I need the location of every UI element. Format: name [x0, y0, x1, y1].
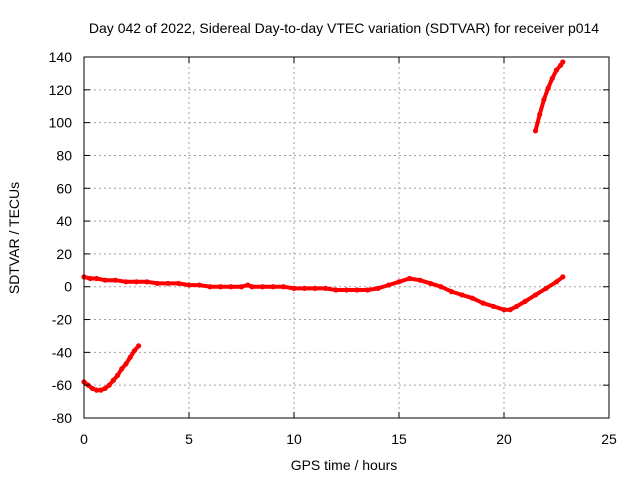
data-point — [270, 284, 276, 290]
data-point — [87, 275, 93, 282]
y-tick-label: -60 — [52, 377, 72, 393]
data-point — [396, 279, 402, 285]
data-point — [490, 303, 497, 310]
data-point — [144, 279, 150, 285]
x-tick-label: 20 — [496, 431, 512, 447]
data-point — [537, 111, 543, 118]
y-axis-label: SDTVAR / TECUs — [6, 182, 22, 294]
data-point — [131, 348, 137, 354]
data-point — [136, 343, 142, 349]
data-point — [196, 282, 203, 288]
data-point — [553, 67, 560, 73]
data-point — [560, 274, 566, 280]
y-tick-label: 100 — [49, 115, 73, 131]
data-point — [228, 284, 234, 290]
data-point — [249, 284, 255, 290]
x-tick-label: 5 — [185, 431, 193, 447]
data-point — [322, 285, 329, 291]
data-point — [291, 285, 297, 291]
data-point — [448, 289, 455, 295]
data-point — [245, 282, 251, 288]
data-point — [514, 303, 520, 310]
y-tick-label: -40 — [52, 344, 72, 360]
x-tick-label: 15 — [391, 431, 407, 447]
data-point — [385, 282, 392, 288]
x-tick-label: 25 — [601, 431, 617, 447]
y-tick-label: -80 — [52, 410, 72, 426]
data-point — [532, 292, 539, 298]
data-point — [343, 287, 350, 293]
data-point — [333, 287, 339, 293]
data-point — [312, 285, 318, 291]
y-tick-label: 80 — [56, 147, 72, 163]
data-point — [127, 354, 133, 360]
y-tick-label: 0 — [64, 279, 72, 295]
x-tick-label: 10 — [286, 431, 302, 447]
data-point — [98, 387, 104, 393]
data-point — [207, 284, 213, 290]
data-point — [545, 85, 551, 91]
y-tick-label: 140 — [49, 49, 73, 65]
data-point — [301, 285, 308, 291]
data-point — [110, 377, 116, 383]
data-point — [133, 279, 140, 285]
data-point — [541, 97, 547, 103]
series-layer — [81, 59, 566, 393]
data-point — [354, 287, 360, 293]
data-point — [119, 366, 125, 372]
ticks: 0 5 10 15 20 25 -80 -60 -40 -20 0 20 40 60 80 100 120 140 — [49, 49, 617, 447]
data-point — [438, 284, 444, 290]
data-point — [532, 128, 539, 134]
data-point — [417, 277, 423, 283]
data-point — [280, 284, 287, 290]
data-point — [507, 307, 513, 313]
chart-title: Day 042 of 2022, Sidereal Day-to-day VTE… — [89, 20, 599, 36]
data-point — [238, 284, 245, 290]
x-tick-label: 0 — [80, 431, 88, 447]
y-tick-label: 40 — [56, 213, 72, 229]
data-point — [459, 292, 465, 298]
data-point — [165, 280, 171, 287]
data-point — [94, 387, 100, 393]
data-point — [543, 285, 549, 291]
y-tick-label: 60 — [56, 180, 72, 196]
data-point — [549, 75, 555, 81]
grid — [84, 57, 609, 418]
data-point — [106, 382, 112, 388]
data-point — [217, 284, 224, 290]
data-point — [259, 284, 266, 290]
data-point — [560, 59, 566, 65]
data-point — [112, 277, 119, 283]
data-point — [123, 361, 129, 367]
plot-frame — [83, 56, 610, 419]
data-point — [115, 372, 121, 378]
x-axis-label: GPS time / hours — [291, 457, 398, 473]
data-point — [89, 385, 95, 392]
data-point — [522, 298, 528, 305]
y-tick-label: 20 — [56, 246, 72, 262]
series-late — [533, 60, 565, 132]
data-point — [469, 295, 476, 301]
data-point — [364, 287, 371, 293]
data-point — [123, 279, 129, 285]
data-point — [94, 275, 100, 282]
data-point — [501, 307, 507, 313]
y-tick-label: 120 — [49, 82, 73, 98]
data-point — [480, 300, 486, 306]
data-point — [406, 275, 413, 282]
data-point — [154, 280, 161, 287]
y-tick-label: -20 — [52, 312, 72, 328]
data-point — [427, 280, 434, 287]
data-point — [186, 282, 192, 288]
data-point — [375, 285, 381, 291]
data-point — [102, 277, 108, 283]
data-point — [175, 280, 182, 287]
data-point — [553, 279, 560, 285]
data-point — [102, 385, 108, 392]
